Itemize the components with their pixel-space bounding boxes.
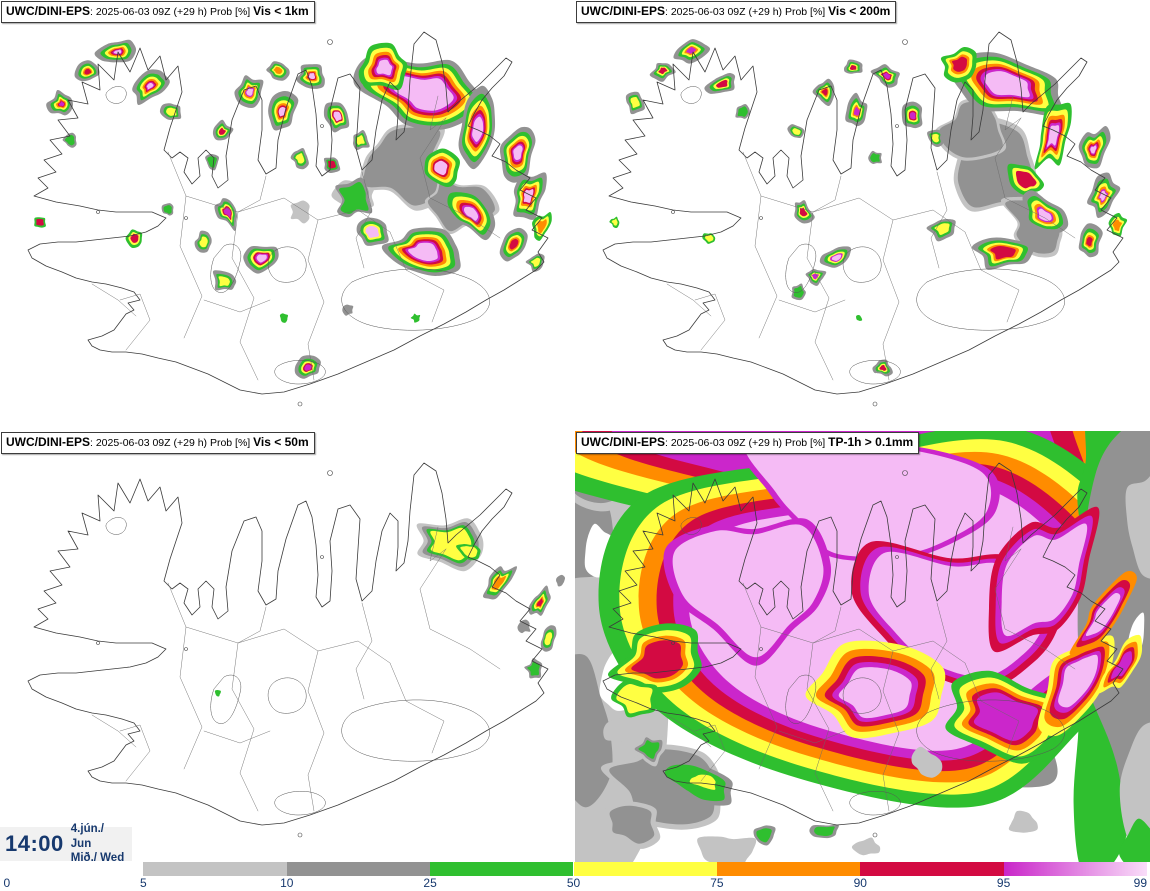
panel-title-vis-50m: UWC/DINI-EPS: 2025-06-03 09Z (+29 h) Pro… bbox=[1, 432, 315, 455]
probability-colorbar: 0 5 10 25 50 75 90 95 99 bbox=[0, 862, 1150, 891]
iceland-map bbox=[27, 31, 552, 407]
colorbar-strip bbox=[0, 862, 1150, 876]
map-panel-vis-200m[interactable]: UWC/DINI-EPS: 2025-06-03 09Z (+29 h) Pro… bbox=[575, 0, 1150, 431]
parameter-label: Vis < 50m bbox=[253, 435, 309, 449]
valid-time-display: 14:00 4.jún./ Jun Mið./ Wed bbox=[0, 823, 132, 864]
parameter-label: Vis < 1km bbox=[253, 4, 309, 18]
model-name: UWC/DINI-EPS bbox=[6, 4, 90, 18]
model-name: UWC/DINI-EPS bbox=[581, 4, 665, 18]
valid-date-line1: 4.jún./ Jun bbox=[70, 823, 105, 850]
colorbar-tick: 10 bbox=[280, 876, 294, 890]
colorbar-tick: 75 bbox=[710, 876, 724, 890]
model-name: UWC/DINI-EPS bbox=[581, 435, 665, 449]
colorbar-segment bbox=[286, 862, 431, 876]
colorbar-segment bbox=[1003, 862, 1147, 876]
colorbar-tick: 5 bbox=[140, 876, 147, 890]
valid-time-clock: 14:00 bbox=[5, 831, 64, 856]
colorbar-tick: 25 bbox=[423, 876, 437, 890]
colorbar-segment bbox=[860, 862, 1004, 876]
run-info: : 2025-06-03 09Z (+29 h) Prob [%] bbox=[90, 437, 254, 449]
map-panel-vis-1km[interactable]: UWC/DINI-EPS: 2025-06-03 09Z (+29 h) Pro… bbox=[0, 0, 575, 431]
parameter-label: TP-1h > 0.1mm bbox=[828, 435, 914, 449]
valid-date: 4.jún./ Jun Mið./ Wed bbox=[71, 822, 127, 865]
panel-title-tp-1h: UWC/DINI-EPS: 2025-06-03 09Z (+29 h) Pro… bbox=[576, 432, 920, 455]
iceland-map bbox=[602, 31, 1128, 407]
colorbar-tick: 50 bbox=[566, 876, 581, 890]
map-panel-vis-50m[interactable]: UWC/DINI-EPS: 2025-06-03 09Z (+29 h) Pro… bbox=[0, 431, 575, 862]
valid-date-line2: Mið./ Wed bbox=[70, 852, 125, 865]
run-info: : 2025-06-03 09Z (+29 h) Prob [%] bbox=[665, 6, 829, 18]
iceland-map bbox=[27, 462, 566, 838]
run-info: : 2025-06-03 09Z (+29 h) Prob [%] bbox=[665, 437, 829, 449]
map-panel-tp-1h[interactable]: UWC/DINI-EPS: 2025-06-03 09Z (+29 h) Pro… bbox=[575, 431, 1150, 862]
model-name: UWC/DINI-EPS bbox=[6, 435, 90, 449]
colorbar-segment bbox=[143, 862, 287, 876]
panel-title-vis-1km: UWC/DINI-EPS: 2025-06-03 09Z (+29 h) Pro… bbox=[1, 1, 315, 24]
parameter-label: Vis < 200m bbox=[828, 4, 891, 18]
colorbar-segment bbox=[716, 862, 861, 876]
colorbar-segment bbox=[430, 862, 574, 876]
colorbar-tick: 95 bbox=[996, 876, 1011, 890]
colorbar-tick: 0 bbox=[3, 876, 11, 890]
colorbar-segment bbox=[573, 862, 717, 876]
colorbar-tick: 99 bbox=[1133, 876, 1147, 890]
run-info: : 2025-06-03 09Z (+29 h) Prob [%] bbox=[90, 6, 254, 18]
iceland-map bbox=[575, 431, 1150, 862]
colorbar-ticks: 0 5 10 25 50 75 90 95 99 bbox=[0, 876, 1150, 891]
panel-title-vis-200m: UWC/DINI-EPS: 2025-06-03 09Z (+29 h) Pro… bbox=[576, 1, 897, 24]
colorbar-tick: 90 bbox=[853, 876, 867, 890]
